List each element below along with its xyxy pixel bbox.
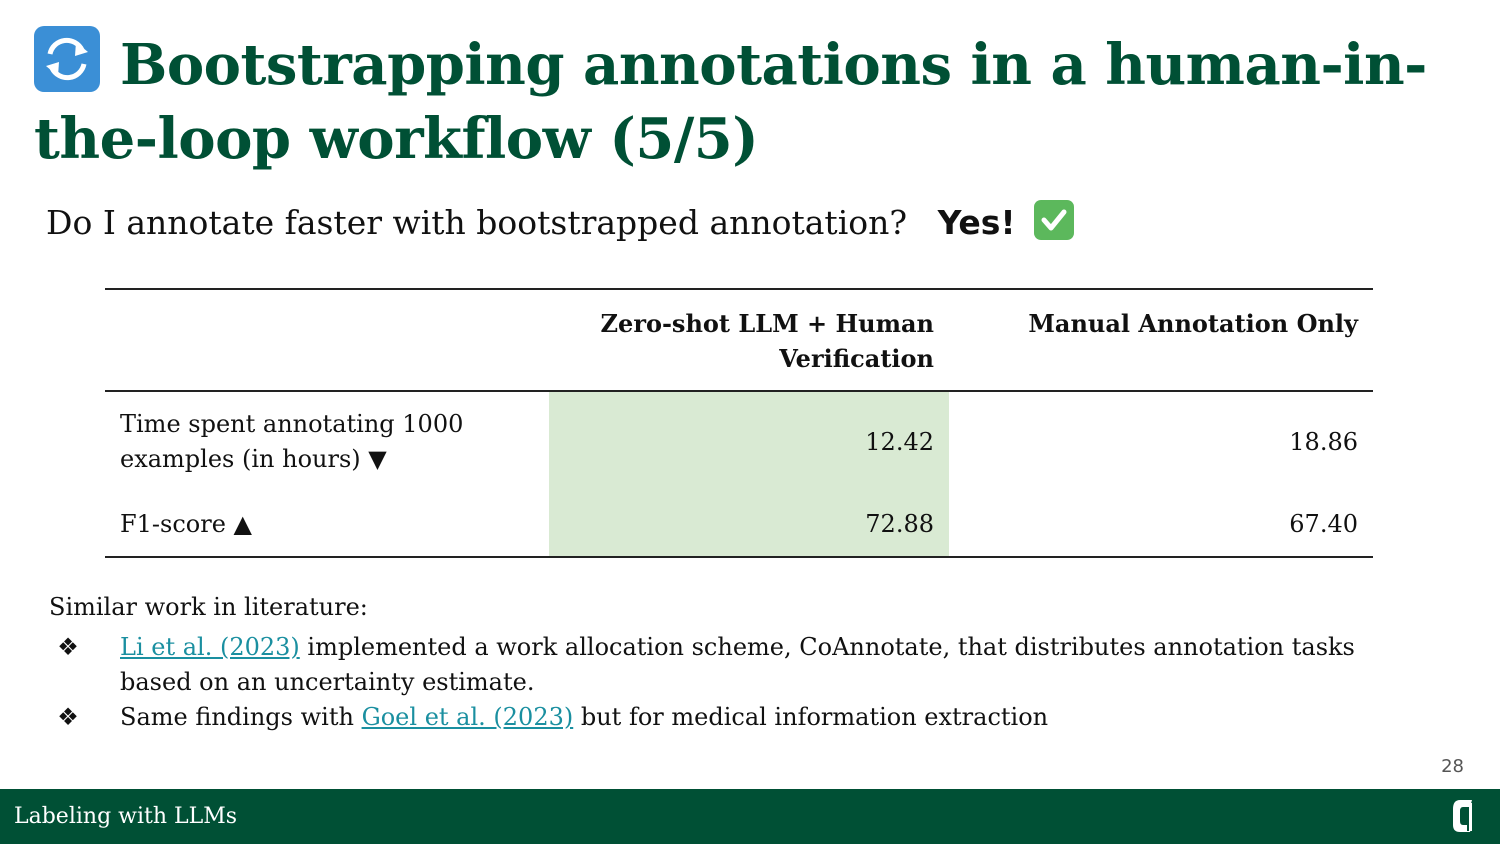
list-item: ❖ Same findings with Goel et al. (2023) … (56, 700, 1386, 735)
list-item-text: but for medical information extraction (573, 703, 1049, 731)
goel-2023-link[interactable]: Goel et al. (2023) (361, 703, 574, 731)
li-2023-link[interactable]: Li et al. (2023) (120, 633, 300, 661)
table-row: Time spent annotating 1000 examples (in … (105, 391, 1373, 492)
manual-value: 67.40 (1289, 509, 1358, 538)
header-empty (105, 289, 549, 391)
slide-title-text: Bootstrapping annotations in a human-in-… (34, 32, 1427, 172)
literature-list: ❖ Li et al. (2023) implemented a work al… (56, 630, 1386, 735)
header-llm: Zero-shot LLM + Human Verification (600, 309, 934, 373)
question-text: Do I annotate faster with bootstrapped a… (46, 203, 908, 242)
results-table: Zero-shot LLM + Human Verification Manua… (105, 288, 1373, 558)
llm-value: 72.88 (549, 492, 949, 557)
charlotte-logo-icon (1450, 797, 1480, 839)
question-line: Do I annotate faster with bootstrapped a… (46, 200, 1075, 245)
list-item-text: implemented a work allocation scheme, Co… (120, 633, 1355, 696)
row-label: Time spent annotating 1000 examples (in … (120, 410, 464, 473)
literature-heading: Similar work in literature: (49, 593, 368, 621)
manual-value: 18.86 (1289, 427, 1358, 456)
list-item: ❖ Li et al. (2023) implemented a work al… (56, 630, 1386, 700)
table-header-row: Zero-shot LLM + Human Verification Manua… (105, 289, 1373, 391)
answer-text: Yes! (937, 203, 1016, 242)
table-row: F1-score ▲ 72.88 67.40 (105, 492, 1373, 557)
slide-title: Bootstrapping annotations in a human-in-… (34, 26, 1474, 176)
bullet-diamond-icon: ❖ (57, 633, 79, 661)
footer-bar: Labeling with LLMs (0, 789, 1500, 844)
page-number: 28 (1441, 756, 1464, 777)
header-manual: Manual Annotation Only (1028, 309, 1358, 338)
arrows-counterclockwise-icon (34, 26, 100, 92)
footer-text: Labeling with LLMs (14, 804, 238, 829)
list-item-text: Same findings with (120, 703, 362, 731)
check-mark-button-icon (1034, 200, 1075, 240)
bullet-diamond-icon: ❖ (57, 703, 79, 731)
llm-value: 12.42 (549, 391, 949, 492)
row-label: F1-score ▲ (120, 509, 252, 538)
